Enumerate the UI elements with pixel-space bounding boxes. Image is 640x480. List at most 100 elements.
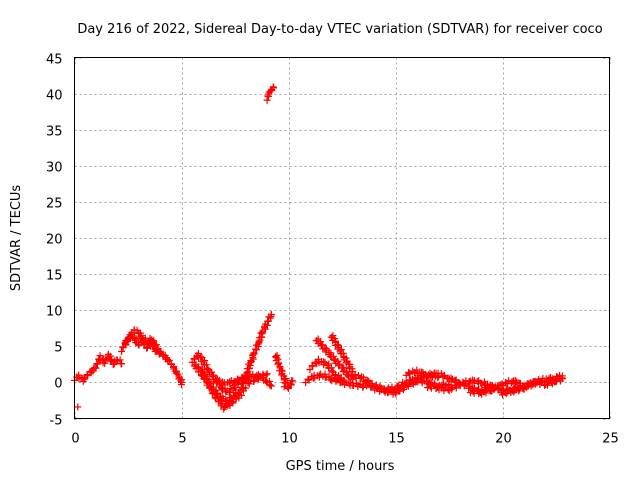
x-tick-label: 10 xyxy=(281,432,298,447)
y-tick-label: 40 xyxy=(46,89,63,104)
y-tick-label: 10 xyxy=(46,305,63,320)
y-axis-label: SDTVAR / TECUs xyxy=(9,185,24,292)
y-tick-label: 5 xyxy=(54,341,62,356)
data-point xyxy=(118,360,126,368)
data-point xyxy=(404,382,412,390)
data-point xyxy=(434,383,442,391)
y-tick-label: 30 xyxy=(46,161,63,176)
data-point xyxy=(226,380,234,388)
data-point xyxy=(241,373,249,381)
data-point xyxy=(543,381,551,389)
x-tick-label: 20 xyxy=(495,432,512,447)
data-point xyxy=(267,382,275,390)
data-point xyxy=(266,381,274,389)
data-point xyxy=(417,376,425,384)
data-point xyxy=(359,383,367,391)
x-tick-label: 15 xyxy=(388,432,405,447)
data-point xyxy=(230,392,238,400)
data-point xyxy=(336,360,344,368)
data-point xyxy=(527,379,535,387)
data-point xyxy=(191,355,199,363)
y-tick-label: 20 xyxy=(46,233,63,248)
data-point xyxy=(388,387,396,395)
data-point xyxy=(263,96,271,104)
data-point xyxy=(396,387,404,395)
data-point xyxy=(522,384,530,392)
data-point xyxy=(209,371,217,379)
data-point xyxy=(116,356,124,364)
data-point xyxy=(482,389,490,397)
data-point xyxy=(327,333,335,341)
data-point xyxy=(84,372,92,380)
data-point xyxy=(263,370,271,378)
data-point xyxy=(280,383,288,391)
data-point xyxy=(118,348,126,356)
data-point xyxy=(459,378,467,386)
data-point xyxy=(169,363,177,371)
data-points xyxy=(71,83,566,413)
x-tick-label: 0 xyxy=(71,432,79,447)
data-point xyxy=(178,381,185,389)
data-point xyxy=(122,341,130,349)
data-point xyxy=(331,371,339,379)
data-point xyxy=(270,84,278,92)
data-point xyxy=(234,377,242,385)
data-point xyxy=(340,377,348,385)
data-point xyxy=(284,384,292,392)
data-point xyxy=(356,374,364,382)
y-tick-label: 0 xyxy=(54,377,62,392)
y-tick-label: 25 xyxy=(46,197,63,212)
data-point xyxy=(264,317,272,325)
data-point xyxy=(245,380,253,388)
data-point xyxy=(447,385,455,393)
data-point xyxy=(337,374,345,382)
data-point xyxy=(143,344,151,352)
data-point xyxy=(230,383,238,391)
x-tick-label: 5 xyxy=(178,432,186,447)
data-point xyxy=(110,360,118,368)
data-point xyxy=(515,387,523,395)
data-point xyxy=(502,378,510,386)
data-point xyxy=(197,353,205,361)
data-point xyxy=(197,367,205,375)
plot-frame xyxy=(74,57,610,419)
data-point xyxy=(503,380,511,388)
data-point xyxy=(237,384,245,392)
data-point xyxy=(330,355,338,363)
data-point xyxy=(460,380,468,388)
data-point xyxy=(477,379,485,387)
data-point xyxy=(558,375,566,383)
data-point xyxy=(317,342,325,350)
y-tick-labels: -5 0 5 10 15 20 25 30 35 40 45 xyxy=(46,53,63,429)
data-point xyxy=(250,350,258,358)
data-point xyxy=(177,377,185,385)
y-tick-label: 35 xyxy=(46,125,63,140)
data-point xyxy=(214,389,222,397)
data-point xyxy=(156,350,164,358)
x-tick-labels: 0 5 10 15 20 25 xyxy=(71,432,618,447)
data-point xyxy=(392,390,400,398)
data-point xyxy=(289,377,297,385)
data-point xyxy=(217,379,225,387)
data-point xyxy=(328,367,336,375)
data-point xyxy=(304,375,312,383)
grid xyxy=(74,57,611,420)
data-point xyxy=(155,350,163,358)
data-point xyxy=(74,403,82,411)
y-tick-label: -5 xyxy=(50,414,63,429)
data-point xyxy=(222,398,230,406)
data-point xyxy=(343,369,351,377)
x-axis-label: GPS time / hours xyxy=(286,459,395,474)
data-point xyxy=(336,375,344,383)
data-point xyxy=(490,385,498,393)
data-point xyxy=(267,311,275,319)
data-point xyxy=(305,376,313,384)
y-tick-label: 15 xyxy=(46,269,63,284)
data-point xyxy=(149,341,157,349)
y-tick-label: 45 xyxy=(46,53,63,68)
x-tick-label: 25 xyxy=(602,432,619,447)
data-point xyxy=(135,341,143,349)
data-point xyxy=(265,90,273,98)
data-point xyxy=(92,364,100,372)
